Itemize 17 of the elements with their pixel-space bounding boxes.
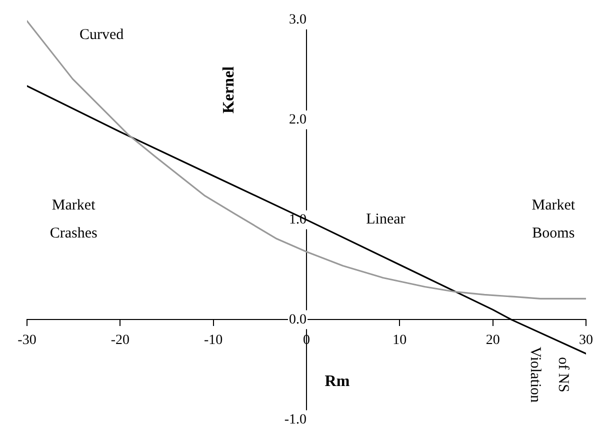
x-tick-label: -10 [204,332,223,348]
annotation: Market Crashes [50,198,98,242]
x-tick-label: 10 [392,332,407,348]
series-label: Linear [366,212,406,228]
y-tick-label: 3.0 [289,12,306,28]
annotation: Market Booms [532,198,576,242]
x-axis-title: Rm [324,372,350,390]
x-tick-label: 30 [579,332,593,348]
y-tick-label: 0.0 [289,312,306,328]
y-tick-label: 2.0 [289,112,306,128]
y-tick-label: -1.0 [284,412,306,428]
y-axis-title: Kernel [220,66,238,114]
annotation: Violation of NS [526,346,571,404]
series-label: Curved [79,26,124,43]
x-tick-label: 20 [486,332,500,348]
x-tick-label: -30 [18,332,36,348]
x-tick-label: -20 [110,332,130,348]
